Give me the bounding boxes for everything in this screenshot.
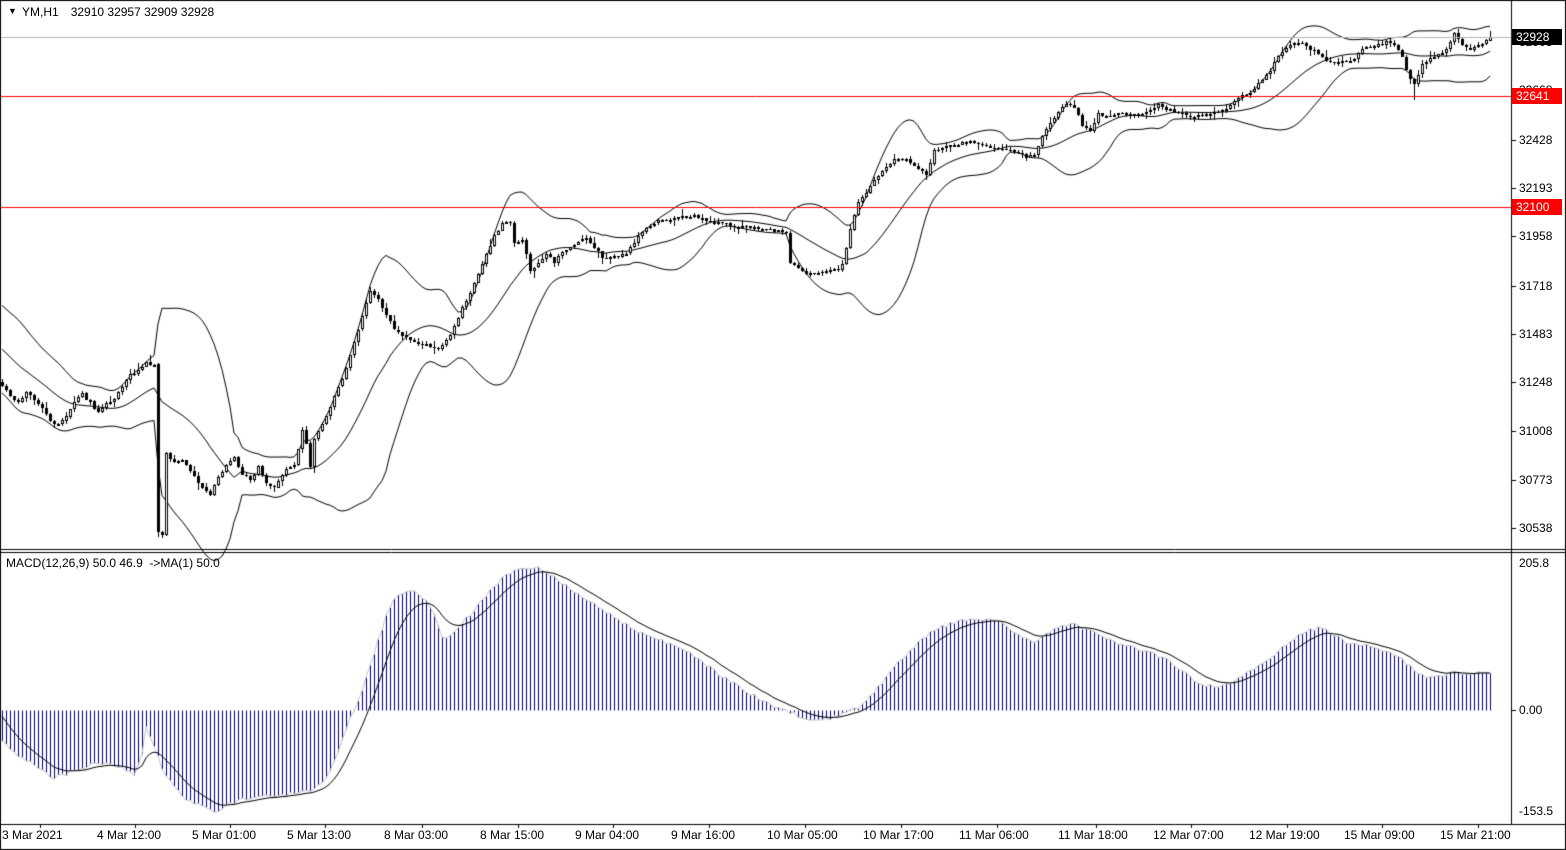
time-axis-label: 3 Mar 2021 — [2, 828, 63, 842]
chart-title: YM,H1 32910 32957 32909 32928 — [22, 5, 214, 19]
time-axis-label: 11 Mar 06:00 — [959, 828, 1029, 842]
symbol-dropdown-icon[interactable]: ▼ — [8, 6, 17, 16]
time-axis-label: 12 Mar 07:00 — [1153, 828, 1224, 842]
price-tick-label: 31248 — [1519, 375, 1553, 390]
current-price-label: 32928 — [1512, 29, 1562, 46]
symbol-timeframe-label: YM,H1 — [22, 5, 59, 19]
price-tick-label: 31718 — [1519, 278, 1553, 293]
time-axis-label: 8 Mar 03:00 — [384, 828, 449, 842]
price-tick-label: 31958 — [1519, 229, 1553, 244]
horizontal-level-label[interactable]: 32641 — [1512, 87, 1562, 104]
macd-indicator-label: MACD(12,26,9) 50.0 46.9 ->MA(1) 50.0 — [6, 556, 220, 570]
macd-zero-label: 0.00 — [1519, 703, 1543, 717]
time-axis-label: 8 Mar 15:00 — [480, 828, 545, 842]
time-axis-label: 15 Mar 21:00 — [1440, 828, 1511, 842]
time-axis-label: 5 Mar 01:00 — [192, 828, 257, 842]
macd-min-label: -153.5 — [1519, 804, 1554, 818]
ohlc-values: 32910 32957 32909 32928 — [70, 5, 215, 19]
time-axis-label: 9 Mar 04:00 — [575, 828, 640, 842]
time-axis-label: 10 Mar 05:00 — [767, 828, 838, 842]
price-tick-label: 30538 — [1519, 521, 1553, 535]
time-axis-label: 15 Mar 09:00 — [1344, 828, 1415, 842]
macd-max-label: 205.8 — [1519, 556, 1550, 570]
time-axis-label: 9 Mar 16:00 — [671, 828, 736, 842]
time-axis-label: 5 Mar 13:00 — [287, 828, 352, 842]
price-tick-label: 32428 — [1519, 132, 1553, 147]
price-tick-label: 31008 — [1519, 424, 1553, 439]
price-tick-label: 30773 — [1519, 472, 1553, 487]
time-axis-label: 10 Mar 17:00 — [863, 828, 934, 842]
time-axis-label: 4 Mar 12:00 — [97, 828, 162, 842]
time-axis-label: 12 Mar 19:00 — [1249, 828, 1320, 842]
price-tick-label: 31483 — [1519, 326, 1553, 341]
price-tick-label: 32193 — [1519, 181, 1553, 196]
horizontal-level-label[interactable]: 32100 — [1512, 199, 1562, 216]
time-axis-label: 11 Mar 18:00 — [1058, 828, 1128, 842]
